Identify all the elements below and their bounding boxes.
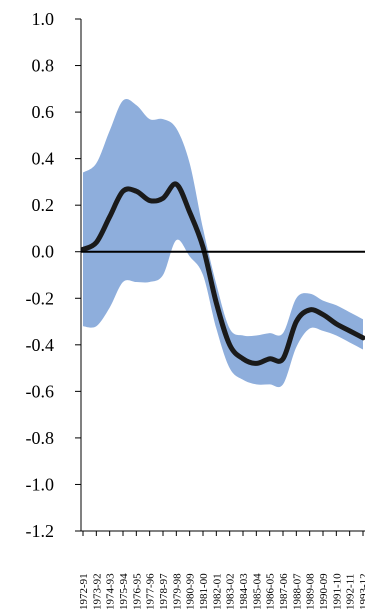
x-tick-label: 1990-09 [318,573,330,609]
confidence-band-layer [83,98,363,388]
x-tick-label: 1988-07 [291,573,303,609]
y-tick-label: -1.2 [26,521,55,541]
x-tick-label: 1976-95 [131,573,143,609]
y-tick-label: -0.2 [26,288,55,308]
y-tick-label: 0.6 [32,102,55,122]
estimate-line [80,181,365,366]
y-tick-label: -0.4 [26,335,55,355]
x-tick-label: 1985-04 [251,573,263,609]
y-tick-label: 0.4 [32,149,55,169]
x-tick-label: 1977-96 [145,573,157,609]
confidence-band [83,98,363,388]
x-tick-label: 1981-00 [198,573,210,609]
x-axis-tick-labels: 1972-91 1973-92 1974-93 1975-94 1976-95 1977-… [78,573,365,609]
x-tick-label: 1978-97 [158,573,170,609]
x-tick-label: 1973-92 [91,573,103,609]
x-tick-label: 1972-91 [78,573,90,609]
x-tick-label: 1979-98 [171,573,183,609]
x-tick-label: 1986-05 [265,573,277,609]
x-tick-label: 1984-03 [238,573,250,609]
y-tick-label: 0.2 [32,195,55,215]
x-tick-label: 1989-08 [305,573,317,609]
y-axis-tick-labels: 1.0 0.8 0.6 0.4 0.2 0.0 -0.2 -0.4 -0.6 -0.8 -1.0 -1… [26,9,55,541]
x-tick-label: 1992-11 [345,574,357,609]
y-tick-label: -0.6 [26,381,55,401]
x-tick-label: 1993-12 [358,573,365,609]
y-tick-label: -1.0 [26,474,55,494]
axes [75,18,365,536]
x-tick-label: 1987-06 [278,573,290,609]
x-tick-label: 1980-99 [185,573,197,609]
y-tick-label: -0.8 [26,428,55,448]
x-tick-label: 1982-01 [211,573,223,609]
y-tick-label: 0.0 [32,242,55,262]
x-tick-label: 1991-10 [331,573,343,609]
y-tick-label: 1.0 [32,9,55,29]
y-tick-label: 0.8 [32,56,55,76]
estimate-line-layer [80,181,365,366]
x-tick-label: 1974-93 [105,573,117,609]
x-tick-label: 1975-94 [118,573,130,609]
x-tick-label: 1983-02 [225,573,237,609]
